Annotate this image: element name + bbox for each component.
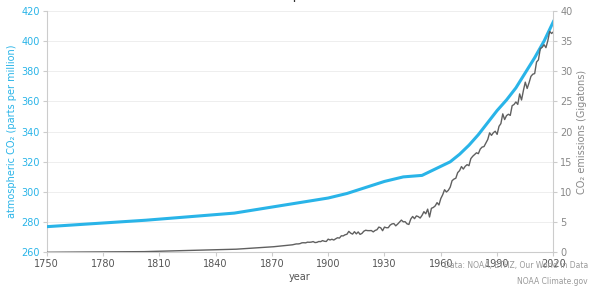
Text: Data: NOAA, ETHZ, Our World in Data: Data: NOAA, ETHZ, Our World in Data	[444, 261, 588, 270]
Text: NOAA Climate.gov: NOAA Climate.gov	[517, 277, 588, 286]
Y-axis label: CO₂ emissions (Gigatons): CO₂ emissions (Gigatons)	[577, 70, 587, 194]
X-axis label: year: year	[289, 272, 311, 282]
Text: Carbon dioxide emissions and atmospheric concentration (1750-2020): Carbon dioxide emissions and atmospheric…	[46, 0, 518, 2]
Y-axis label: atmospheric CO₂ (parts per million): atmospheric CO₂ (parts per million)	[7, 45, 17, 218]
